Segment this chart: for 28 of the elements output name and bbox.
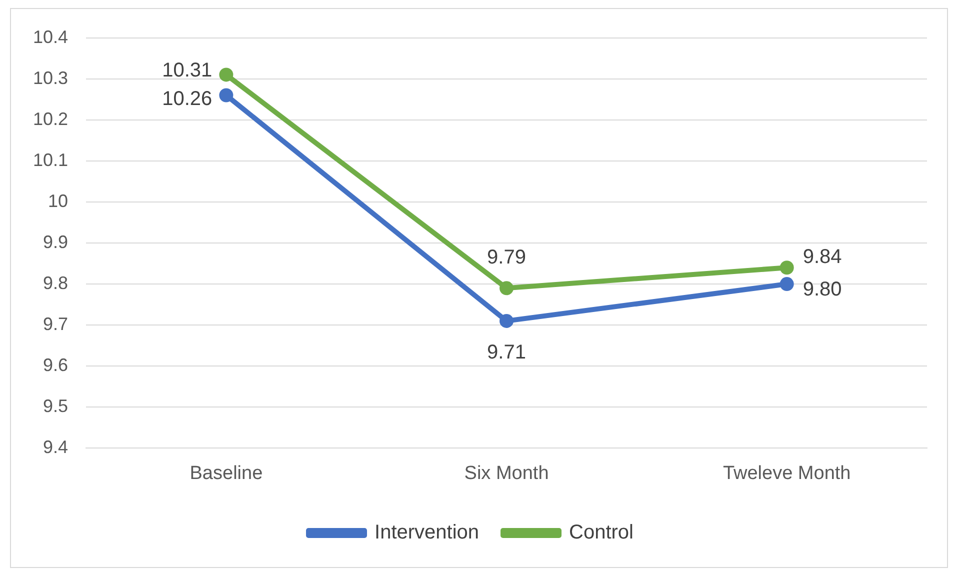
data-label: 9.80 [802, 278, 842, 301]
y-tick-label: 9.6 [43, 355, 68, 376]
x-tick-label: Tweleve Month [722, 462, 851, 484]
point [780, 260, 794, 275]
data-label: 9.71 [487, 341, 526, 364]
data-label: 9.79 [487, 246, 526, 269]
y-tick-label: 9.8 [43, 273, 68, 294]
x-tick-label: Baseline [190, 462, 263, 484]
x-tick-label: Six Month [464, 462, 549, 484]
y-tick-label: 10.1 [32, 150, 68, 170]
y-tick-label: 10.3 [32, 68, 68, 88]
point [500, 314, 514, 328]
y-tick-label: 9.9 [43, 232, 68, 252]
point [780, 277, 794, 292]
data-label: 9.84 [802, 246, 842, 268]
point [219, 88, 234, 102]
y-tick-label: 9.7 [43, 314, 68, 334]
point [500, 281, 514, 296]
y-tick-label: 10.4 [32, 26, 68, 47]
y-tick-label: 9.4 [43, 437, 68, 458]
data-label: 10.31 [162, 59, 212, 82]
y-tick-label: 10 [48, 190, 68, 211]
y-tick-label: 10.2 [32, 108, 68, 129]
y-tick-label: 9.5 [43, 396, 68, 416]
legend-label: Control [569, 522, 634, 544]
point [219, 68, 234, 82]
legend-label: Intervention [374, 522, 480, 544]
data-label: 10.26 [162, 88, 212, 110]
